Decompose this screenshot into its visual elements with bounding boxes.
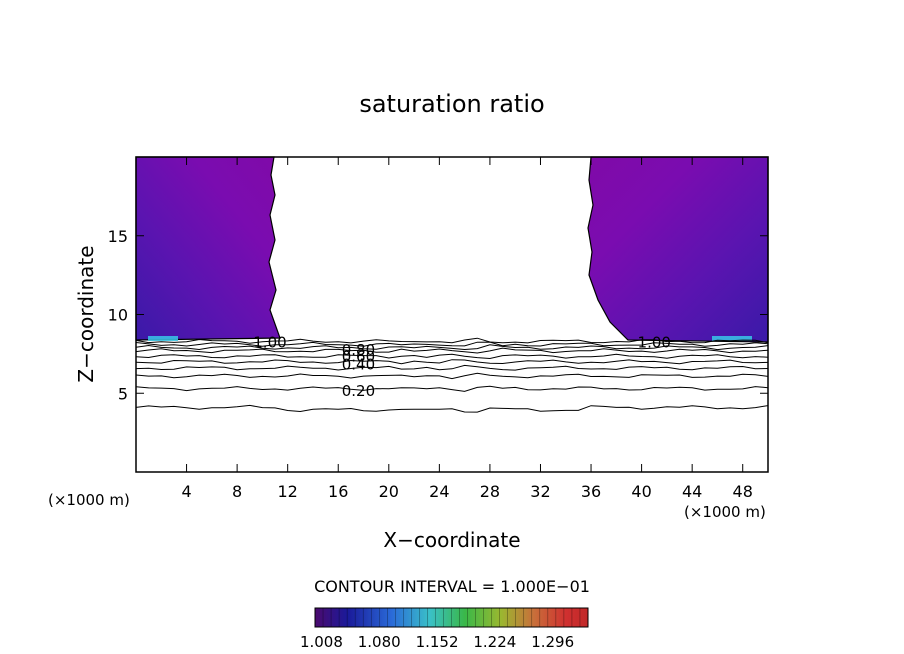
colorbar-label: 1.008	[300, 633, 343, 651]
colorbar-ticks	[314, 608, 589, 627]
shaded-region-left	[135, 156, 281, 341]
contour-line	[135, 337, 769, 344]
contour-lines	[135, 337, 769, 413]
x-axis-ticks: 4 8 12 16 20 24 28 32 36 40 44 48	[181, 157, 753, 501]
contour-label: 0.80	[342, 341, 375, 359]
contour-line	[135, 364, 769, 371]
contour-label: 1.00	[638, 333, 671, 351]
contour-label: 0.40	[342, 355, 375, 373]
contour-line	[135, 341, 769, 347]
contour-line	[135, 359, 769, 365]
shaded-region-right	[587, 156, 769, 343]
chart-title: saturation ratio	[359, 90, 544, 118]
contour-label: 0.20	[342, 382, 375, 400]
x-unit-left: (×1000 m)	[48, 491, 130, 509]
contour-line	[135, 353, 769, 360]
x-tick-label: 4	[181, 482, 191, 501]
y-tick-label: 5	[118, 384, 128, 403]
contour-line	[135, 344, 769, 351]
x-tick-label: 16	[328, 482, 348, 501]
y-tick-label: 10	[108, 306, 128, 325]
x-tick-label: 12	[278, 482, 298, 501]
x-tick-label: 32	[530, 482, 550, 501]
x-tick-label: 20	[379, 482, 399, 501]
x-tick-label: 48	[733, 482, 753, 501]
x-tick-label: 24	[429, 482, 449, 501]
x-tick-label: 36	[581, 482, 601, 501]
contour-line	[135, 347, 769, 354]
contour-line	[135, 372, 769, 380]
x-tick-label: 8	[232, 482, 242, 501]
colorbar-label: 1.296	[531, 633, 574, 651]
high-value-patch-left	[148, 336, 178, 341]
plot-area	[135, 156, 769, 473]
contour-line	[135, 404, 769, 413]
contour-labels: 1.00 0.800.600.40 0.20 1.00	[253, 333, 671, 400]
colorbar-labels: 1.008 1.080 1.152 1.224 1.296	[300, 633, 574, 651]
x-tick-label: 40	[631, 482, 651, 501]
x-unit-right: (×1000 m)	[684, 503, 766, 521]
contour-label: 0.60	[342, 347, 375, 365]
x-tick-label: 28	[480, 482, 500, 501]
x-axis-label: X−coordinate	[383, 528, 520, 552]
colorbar-label: 1.152	[416, 633, 459, 651]
contour-interval-text: CONTOUR INTERVAL = 1.000E−01	[314, 577, 590, 596]
x-tick-label: 44	[682, 482, 702, 501]
y-axis-ticks: 5 10 15	[108, 227, 768, 403]
contour-label: 1.00	[253, 333, 286, 351]
colorbar-label: 1.080	[358, 633, 401, 651]
high-value-patch-right	[712, 336, 752, 341]
y-axis-label: Z−coordinate	[74, 245, 98, 382]
y-tick-label: 15	[108, 227, 128, 246]
colorbar-label: 1.224	[473, 633, 516, 651]
contour-line	[135, 385, 769, 392]
